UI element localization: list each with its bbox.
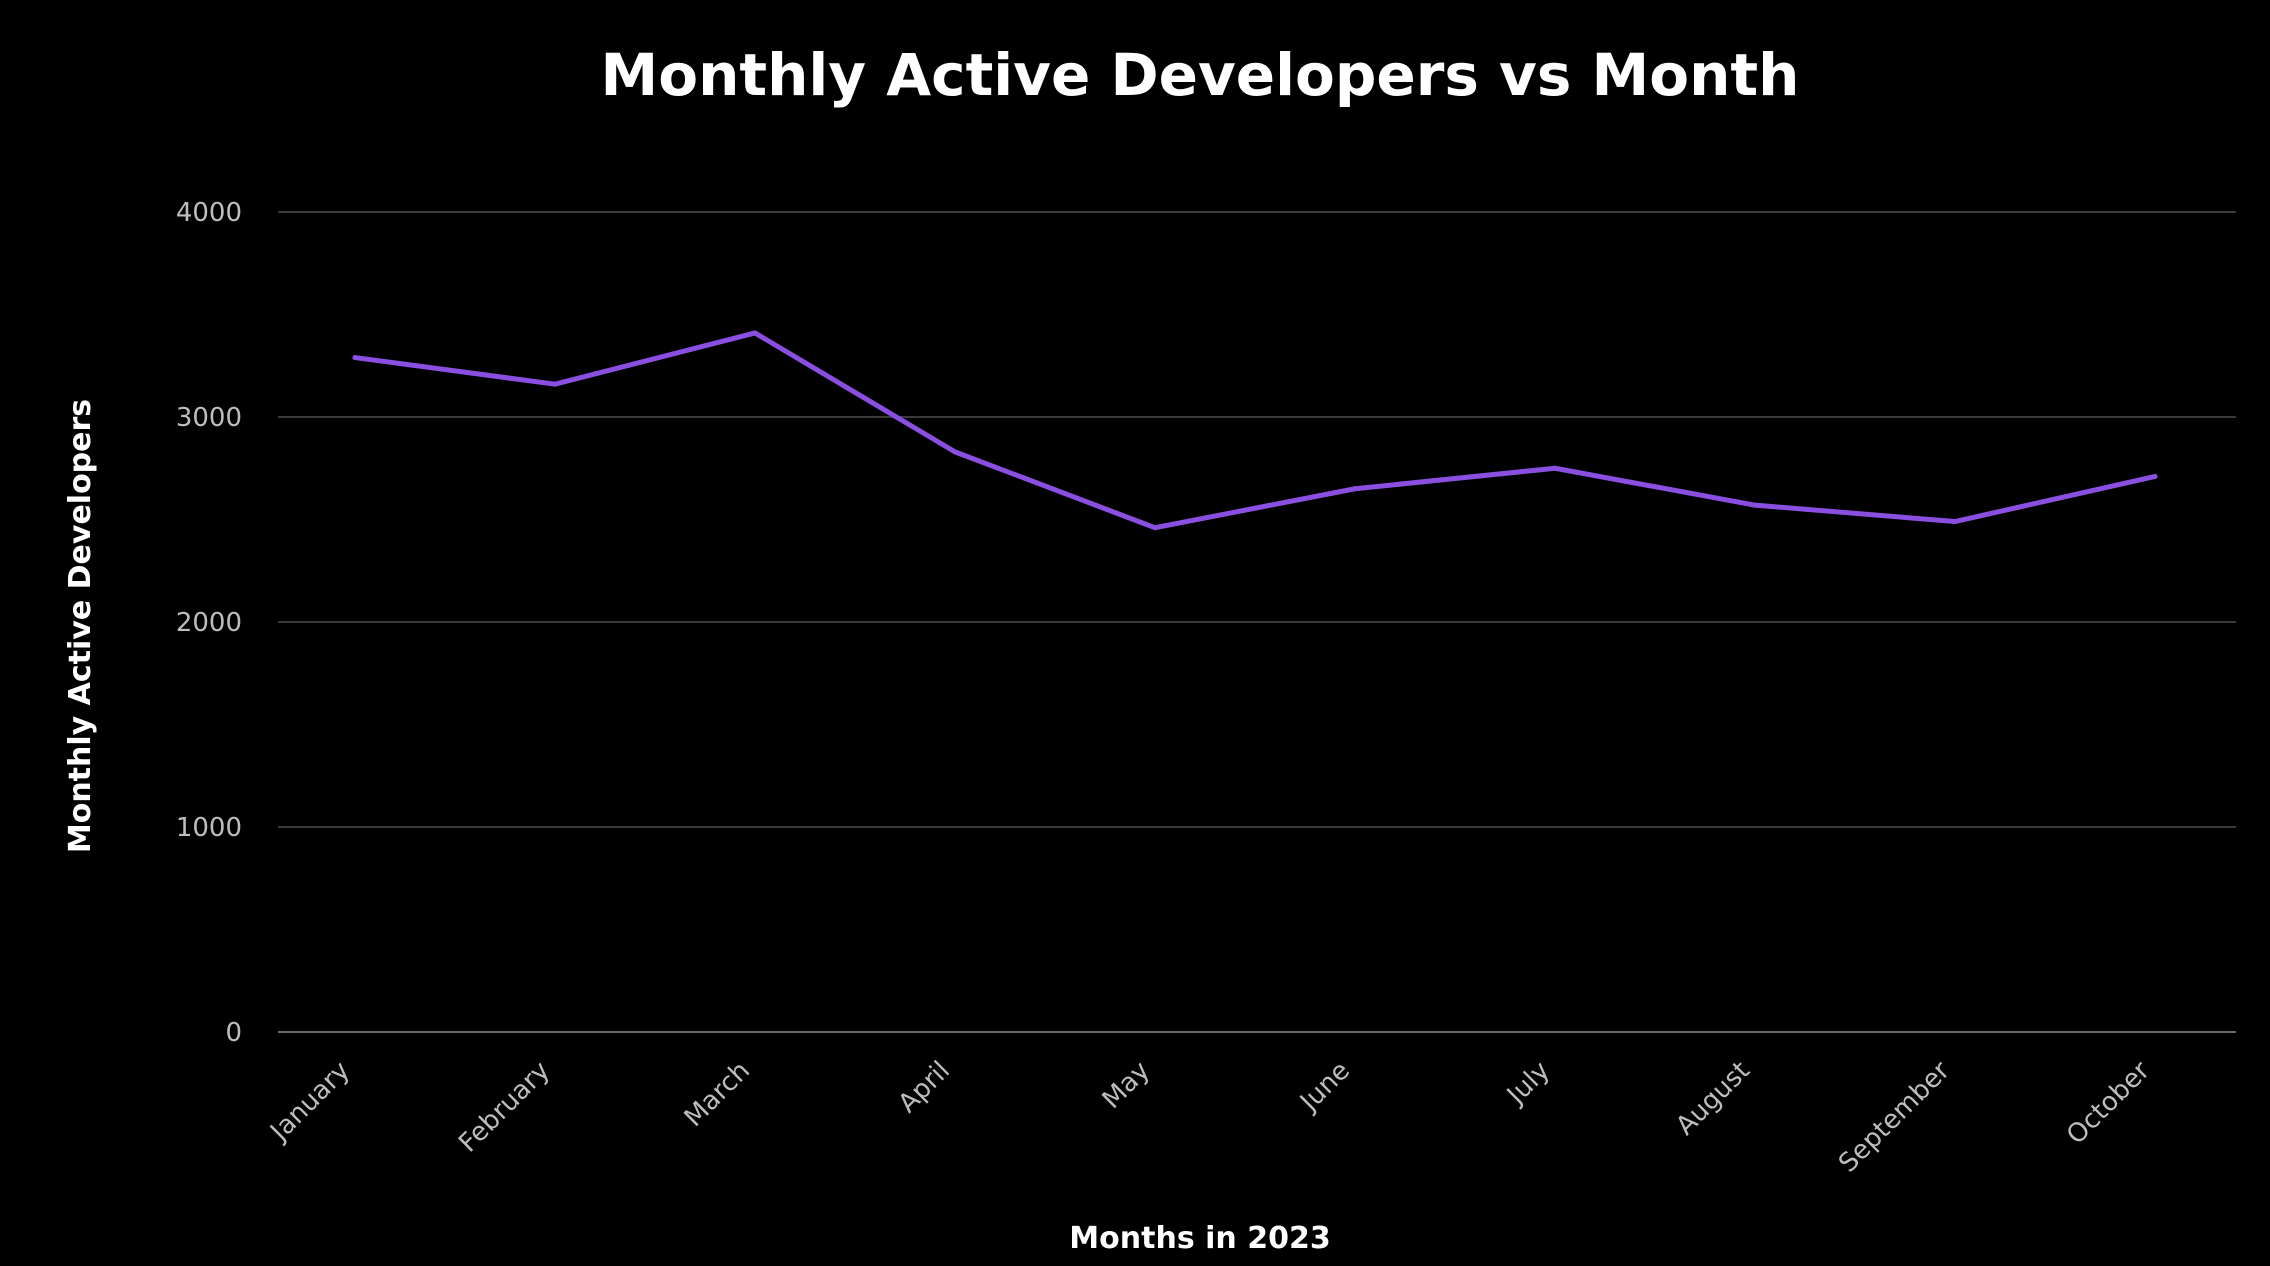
- x-tick-label: September: [1833, 1056, 1956, 1179]
- x-tick-label: February: [453, 1056, 556, 1159]
- gridlines: [278, 211, 2236, 1033]
- x-tick-label: October: [2061, 1056, 2156, 1151]
- y-tick-label: 3000: [176, 403, 242, 433]
- y-tick-label: 2000: [176, 608, 242, 638]
- data-point: [2152, 473, 2158, 479]
- y-axis-ticks: 0 1000 2000 3000 4000: [176, 198, 242, 1048]
- chart-title: Monthly Active Developers vs Month: [601, 41, 1800, 109]
- data-point: [1152, 525, 1158, 531]
- x-tick-label: May: [1097, 1056, 1156, 1115]
- data-point: [552, 381, 558, 387]
- data-point: [1552, 465, 1558, 471]
- x-tick-label: July: [1500, 1056, 1556, 1112]
- data-point: [752, 330, 758, 336]
- data-point: [1352, 486, 1358, 492]
- x-tick-label: August: [1670, 1056, 1756, 1142]
- x-tick-label: March: [679, 1056, 756, 1133]
- x-axis-label: Months in 2023: [1069, 1221, 1330, 1256]
- y-axis-label: Monthly Active Developers: [63, 399, 98, 853]
- data-point: [352, 355, 358, 361]
- data-point: [952, 449, 958, 455]
- series-group: [352, 330, 2158, 531]
- y-tick-label: 1000: [176, 813, 242, 843]
- y-tick-label: 0: [225, 1018, 242, 1048]
- x-tick-label: January: [264, 1056, 356, 1148]
- data-point: [1752, 502, 1758, 508]
- x-axis-ticks: January February March April May June July Augu…: [264, 1056, 2157, 1179]
- series-line: [352, 330, 2158, 531]
- x-tick-label: April: [893, 1056, 956, 1119]
- data-point: [1952, 519, 1958, 525]
- x-tick-label: June: [1293, 1056, 1356, 1119]
- y-tick-label: 4000: [176, 198, 242, 228]
